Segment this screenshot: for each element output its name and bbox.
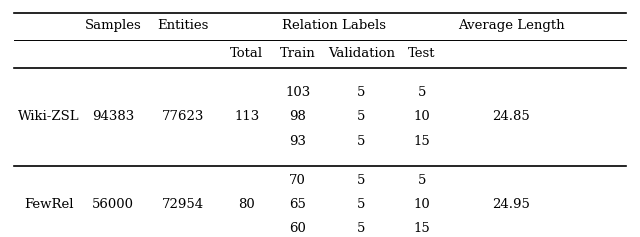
Text: 56000: 56000 — [92, 198, 134, 211]
Text: 98: 98 — [289, 110, 306, 123]
Text: 60: 60 — [289, 222, 306, 235]
Text: 93: 93 — [289, 136, 306, 149]
Text: 24.95: 24.95 — [492, 198, 530, 211]
Text: 15: 15 — [413, 222, 430, 235]
Text: 94383: 94383 — [92, 110, 134, 123]
Text: 70: 70 — [289, 174, 306, 187]
Text: 77623: 77623 — [162, 110, 204, 123]
Text: 5: 5 — [357, 222, 365, 235]
Text: 5: 5 — [418, 86, 426, 99]
Text: 80: 80 — [238, 198, 255, 211]
Text: 5: 5 — [357, 198, 365, 211]
Text: 10: 10 — [413, 198, 430, 211]
Text: 65: 65 — [289, 198, 306, 211]
Text: FewRel: FewRel — [24, 198, 74, 211]
Text: 5: 5 — [357, 86, 365, 99]
Text: Test: Test — [408, 47, 436, 60]
Text: 15: 15 — [413, 136, 430, 149]
Text: Wiki-ZSL: Wiki-ZSL — [19, 110, 80, 123]
Text: 5: 5 — [357, 136, 365, 149]
Text: Validation: Validation — [328, 47, 395, 60]
Text: Train: Train — [280, 47, 316, 60]
Text: Samples: Samples — [84, 19, 141, 32]
Text: Total: Total — [230, 47, 263, 60]
Text: 5: 5 — [418, 174, 426, 187]
Text: Entities: Entities — [157, 19, 209, 32]
Text: 10: 10 — [413, 110, 430, 123]
Text: 103: 103 — [285, 86, 310, 99]
Text: 113: 113 — [234, 110, 259, 123]
Text: 24.85: 24.85 — [492, 110, 530, 123]
Text: Average Length: Average Length — [458, 19, 564, 32]
Text: 5: 5 — [357, 174, 365, 187]
Text: Relation Labels: Relation Labels — [282, 19, 387, 32]
Text: 5: 5 — [357, 110, 365, 123]
Text: 72954: 72954 — [162, 198, 204, 211]
